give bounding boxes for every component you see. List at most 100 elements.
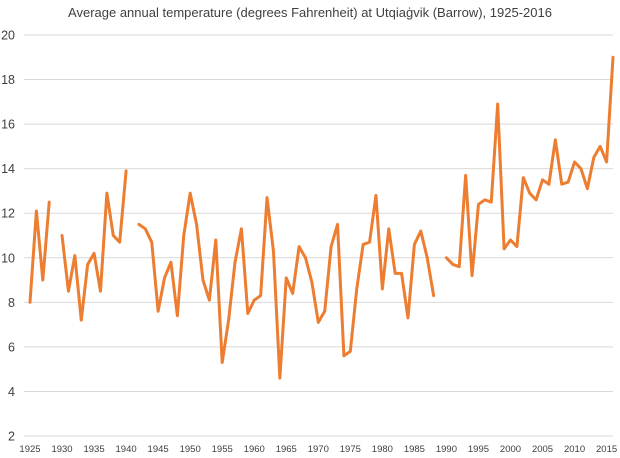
data-point	[528, 192, 531, 195]
y-tick-label: 16	[1, 118, 15, 132]
y-tick-label: 4	[8, 385, 15, 399]
data-point	[29, 301, 32, 304]
data-point	[105, 192, 108, 195]
data-point	[182, 234, 185, 237]
data-point	[330, 245, 333, 248]
data-point	[342, 354, 345, 357]
data-point	[48, 201, 51, 204]
data-point	[349, 350, 352, 353]
data-point	[35, 209, 38, 212]
data-point	[227, 319, 230, 322]
data-point	[125, 169, 128, 172]
data-point	[579, 167, 582, 170]
y-tick-label: 18	[1, 73, 15, 87]
y-tick-label: 14	[1, 162, 15, 176]
data-point	[291, 292, 294, 295]
data-point	[387, 227, 390, 230]
data-point	[144, 227, 147, 230]
data-point	[80, 319, 83, 322]
data-point	[240, 227, 243, 230]
data-point	[413, 243, 416, 246]
data-point	[259, 294, 262, 297]
data-point	[573, 160, 576, 163]
x-tick-label: 1955	[212, 444, 233, 455]
data-point	[189, 192, 192, 195]
y-tick-label: 12	[1, 207, 15, 221]
data-point	[163, 276, 166, 279]
data-point	[93, 252, 96, 255]
x-tick-label: 1970	[308, 444, 329, 455]
data-point	[374, 194, 377, 197]
data-point	[432, 294, 435, 297]
data-point	[612, 56, 615, 59]
x-tick-label: 1940	[116, 444, 137, 455]
data-point	[253, 299, 256, 302]
data-point	[394, 272, 397, 275]
data-point	[208, 299, 211, 302]
x-tick-label: 1945	[148, 444, 169, 455]
series-line-segment	[60, 169, 128, 322]
chart-title: Average annual temperature (degrees Fahr…	[68, 5, 552, 20]
data-point	[567, 181, 570, 184]
data-point	[157, 310, 160, 313]
x-axis: 1925 1930 1935 1940 1945 1950 1955 1960 1965 1970…	[19, 444, 617, 455]
x-tick-label: 1960	[244, 444, 265, 455]
data-point	[118, 241, 121, 244]
data-point	[400, 272, 403, 275]
data-point	[86, 263, 89, 266]
y-tick-label: 2	[8, 430, 15, 444]
data-point	[483, 198, 486, 201]
x-tick-label: 2015	[596, 444, 617, 455]
data-point	[368, 241, 371, 244]
data-point	[605, 160, 608, 163]
data-point	[214, 238, 217, 241]
data-point	[419, 230, 422, 233]
data-point	[246, 312, 249, 315]
data-point	[169, 261, 172, 264]
data-point	[515, 245, 518, 248]
data-point	[445, 256, 448, 259]
x-tick-label: 1995	[468, 444, 489, 455]
data-point	[304, 256, 307, 259]
data-point	[426, 256, 429, 259]
series-line-segment	[28, 200, 51, 304]
x-tick-label: 1965	[276, 444, 297, 455]
data-point	[73, 254, 76, 257]
y-tick-label: 20	[1, 29, 15, 43]
data-point	[201, 279, 204, 282]
x-tick-label: 1935	[83, 444, 104, 455]
data-point	[336, 223, 339, 226]
x-tick-label: 2005	[532, 444, 553, 455]
data-point	[272, 250, 275, 253]
data-point	[112, 234, 115, 237]
y-tick-label: 10	[1, 251, 15, 265]
x-tick-label: 1930	[51, 444, 72, 455]
data-point	[67, 290, 70, 293]
data-point	[221, 361, 224, 364]
data-point	[477, 203, 480, 206]
y-tick-label: 8	[8, 296, 15, 310]
data-point	[41, 279, 44, 282]
x-tick-label: 2000	[500, 444, 521, 455]
data-point	[554, 138, 557, 141]
data-point	[599, 145, 602, 148]
x-tick-label: 1990	[436, 444, 457, 455]
data-point	[298, 245, 301, 248]
data-point	[266, 196, 269, 199]
data-point	[496, 103, 499, 106]
data-point	[541, 178, 544, 181]
x-tick-label: 1980	[372, 444, 393, 455]
data-point	[362, 243, 365, 246]
data-point	[278, 377, 281, 380]
data-point	[195, 223, 198, 226]
data-point	[547, 183, 550, 186]
data-point	[471, 274, 474, 277]
data-point	[150, 241, 153, 244]
data-point	[317, 321, 320, 324]
data-point	[355, 287, 358, 290]
series-layer	[28, 55, 615, 380]
data-point	[323, 310, 326, 313]
data-point	[586, 187, 589, 190]
data-point	[458, 265, 461, 268]
